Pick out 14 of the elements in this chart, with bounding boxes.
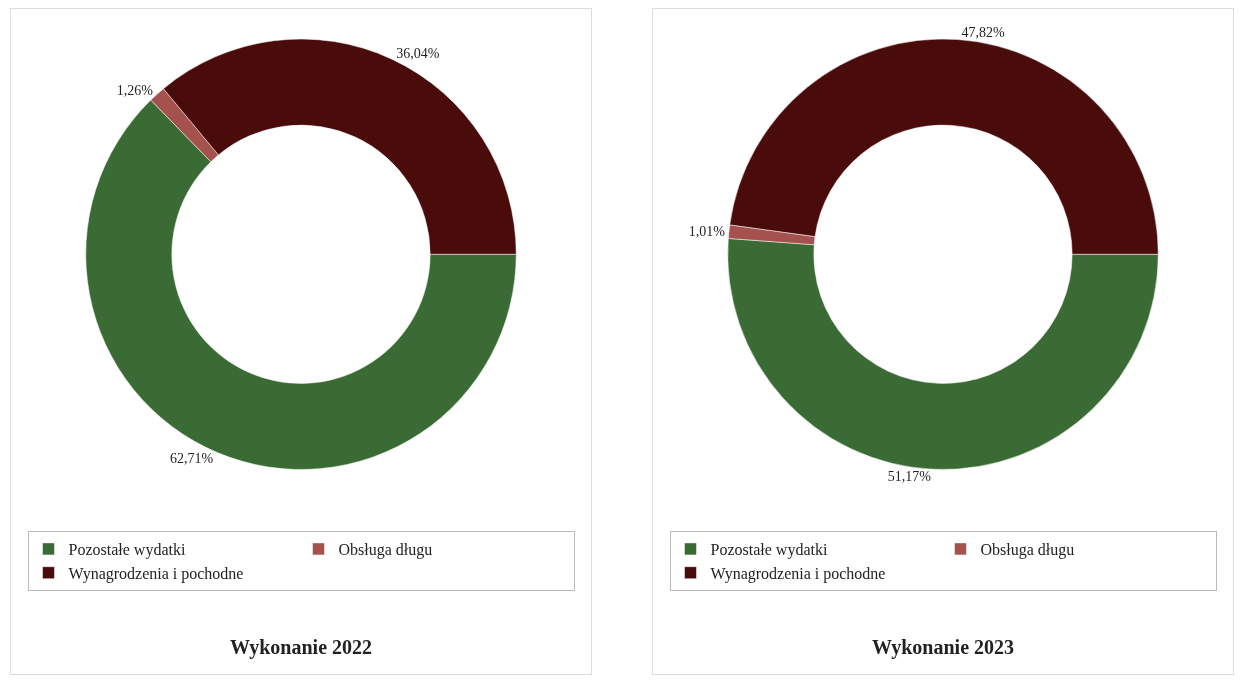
legend-label: Obsługa długu bbox=[980, 541, 1075, 560]
text: Wykonanie 2022 bbox=[229, 636, 373, 660]
legend-label: Wynagrodzenia i pochodne bbox=[68, 564, 244, 583]
data-label: 62,71% bbox=[170, 451, 214, 467]
legend-label: Pozostałe wydatki bbox=[68, 541, 186, 560]
data-label: 1,26% bbox=[116, 82, 154, 98]
text: Wykonanie 2023 bbox=[871, 636, 1015, 660]
data-label: 1,01% bbox=[688, 224, 726, 240]
data-label: 51,17% bbox=[887, 469, 932, 485]
data-label: 36,04% bbox=[396, 45, 440, 61]
legend-label: Pozostałe wydatki bbox=[710, 541, 828, 560]
data-label: 47,82% bbox=[961, 24, 1005, 40]
legend-label: Obsługa długu bbox=[338, 541, 433, 560]
legend-label: Wynagrodzenia i pochodne bbox=[710, 564, 886, 583]
